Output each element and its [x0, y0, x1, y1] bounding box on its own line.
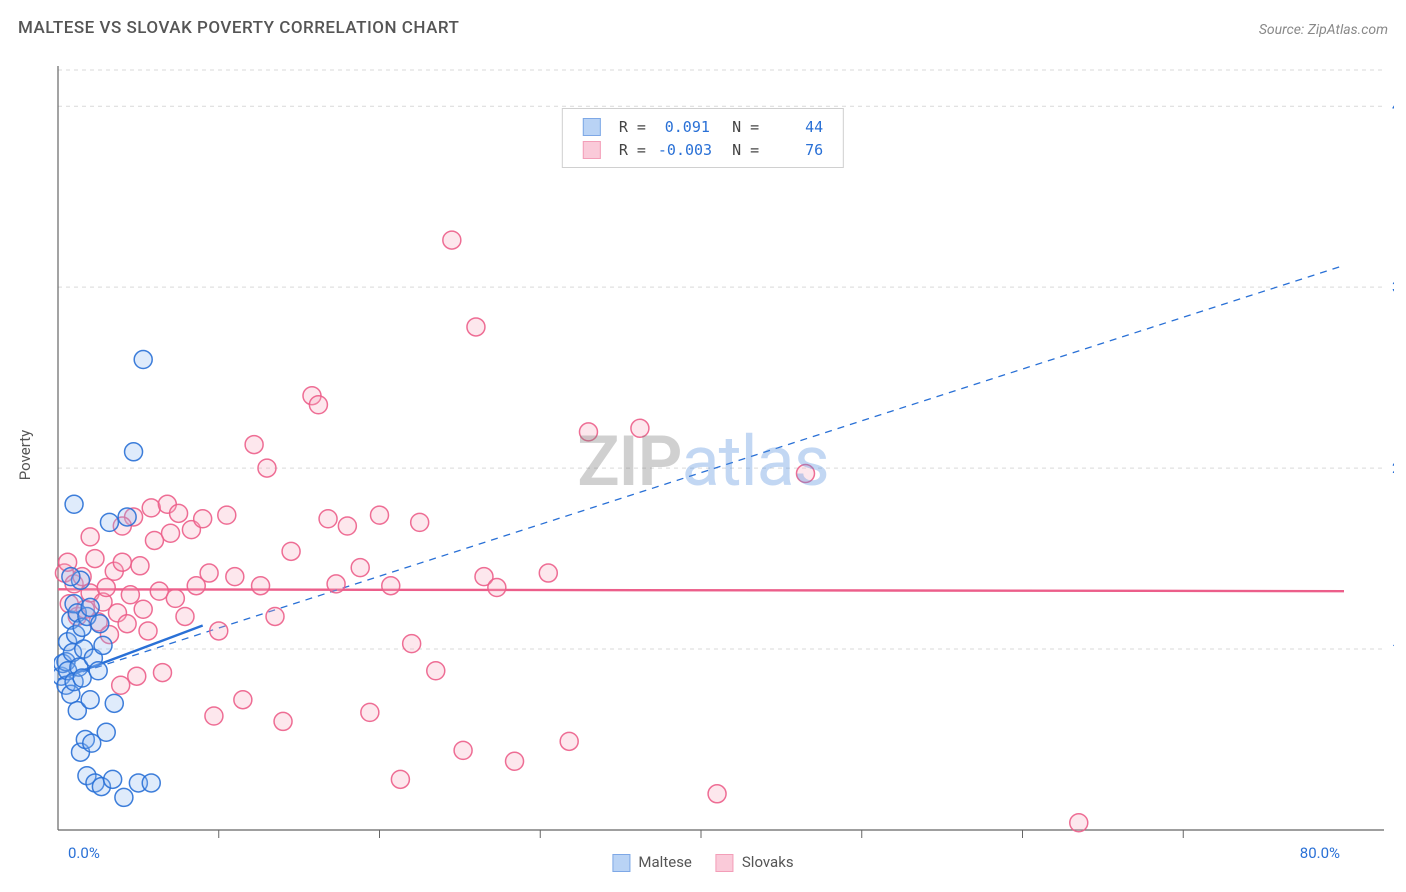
- legend-item: Maltese: [612, 853, 691, 872]
- svg-text:0.0%: 0.0%: [68, 844, 100, 862]
- legend-item: Slovaks: [716, 853, 794, 872]
- page-title: MALTESE VS SLOVAK POVERTY CORRELATION CH…: [18, 18, 459, 38]
- stats-legend: R =0.091N =44R =-0.003N =76: [562, 108, 844, 168]
- svg-text:20.0%: 20.0%: [1392, 459, 1394, 477]
- svg-text:30.0%: 30.0%: [1392, 278, 1394, 296]
- svg-text:80.0%: 80.0%: [1300, 844, 1340, 862]
- chart-container: Poverty 10.0%20.0%30.0%40.0%0.0%80.0% ZI…: [10, 50, 1396, 882]
- svg-text:40.0%: 40.0%: [1392, 97, 1394, 115]
- source-label: Source: ZipAtlas.com: [1259, 22, 1388, 38]
- scatter-chart: 10.0% 20.0% 30.0% 40.0% 0.0% 80.0%: [54, 50, 1394, 880]
- y-axis-label: Poverty: [16, 430, 34, 480]
- svg-text:10.0%: 10.0%: [1392, 640, 1394, 658]
- series-legend: Maltese Slovaks: [612, 853, 793, 872]
